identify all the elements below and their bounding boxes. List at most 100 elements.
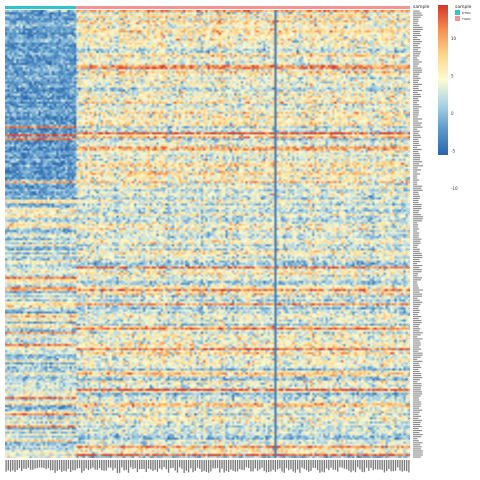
row-label [413, 32, 420, 35]
row-label [413, 79, 420, 81]
column-label [252, 460, 254, 472]
column-label [185, 460, 188, 471]
column-label [305, 460, 308, 471]
column-label [5, 460, 7, 472]
row-label [413, 138, 419, 140]
column-label [230, 460, 232, 470]
column-label [361, 460, 363, 472]
row-label [413, 98, 419, 100]
column-label [163, 460, 165, 468]
row-label [413, 232, 420, 234]
column-label [377, 460, 379, 470]
column-label [194, 460, 196, 471]
row-label [413, 318, 419, 320]
column-label [232, 460, 234, 471]
column-label [114, 460, 116, 469]
row-label [413, 456, 421, 458]
column-label [90, 460, 92, 469]
row-label [413, 181, 418, 183]
row-label [413, 222, 418, 224]
row-label [413, 228, 419, 230]
row-label [413, 397, 419, 399]
column-label [167, 460, 170, 473]
row-label [413, 146, 418, 149]
row-label [413, 295, 423, 297]
column-label [354, 460, 357, 473]
row-label [413, 104, 420, 106]
column-label [41, 460, 43, 468]
column-label [32, 460, 34, 470]
row-label [413, 438, 418, 440]
column-label [292, 460, 294, 472]
column-label [303, 460, 305, 469]
column-label [196, 460, 199, 468]
column-label [216, 460, 219, 468]
column-label [107, 460, 110, 468]
row-label [413, 381, 418, 383]
column-label [254, 460, 257, 469]
column-label [65, 460, 67, 472]
row-label [413, 134, 421, 136]
column-label [118, 460, 121, 473]
row-label [413, 240, 421, 242]
row-label [413, 206, 422, 208]
column-label [321, 460, 323, 472]
sample-annotation-bar [5, 6, 410, 9]
row-label [413, 187, 422, 189]
row-label [413, 265, 423, 267]
column-label [259, 460, 261, 470]
column-label [72, 460, 74, 471]
row-label [413, 197, 420, 199]
row-label [413, 110, 420, 112]
column-label [290, 460, 292, 470]
row-label [413, 340, 420, 342]
row-label [413, 279, 422, 281]
column-label [263, 460, 265, 471]
row-label [413, 242, 421, 244]
column-label [127, 460, 130, 473]
column-label [58, 460, 61, 470]
column-label [83, 460, 85, 471]
column-label [47, 460, 50, 469]
column-label [78, 460, 81, 469]
color-scale-tick: 10 [451, 36, 457, 41]
row-label [413, 285, 419, 287]
row-label [413, 120, 419, 122]
row-label [413, 132, 419, 134]
row-label [413, 395, 421, 397]
row-label [413, 193, 419, 195]
column-label [236, 460, 239, 472]
column-label [63, 460, 65, 471]
row-label [413, 263, 418, 265]
row-label [413, 199, 419, 202]
column-label [221, 460, 223, 469]
column-label [174, 460, 176, 471]
column-label [49, 460, 52, 471]
row-label [413, 122, 422, 124]
column-label [25, 460, 27, 469]
row-label [413, 81, 418, 83]
row-label [413, 244, 419, 246]
row-label [413, 45, 419, 47]
row-label [413, 281, 418, 283]
column-label [181, 460, 183, 469]
column-label [357, 460, 359, 468]
row-label [413, 283, 418, 285]
row-label [413, 163, 420, 165]
column-label [397, 460, 399, 468]
annotation-segment-tgrn [76, 6, 410, 9]
column-label [383, 460, 386, 473]
row-label [413, 269, 422, 271]
column-label [203, 460, 205, 471]
row-label [413, 419, 422, 421]
row-label [413, 124, 421, 126]
row-label [413, 77, 421, 79]
row-label [413, 305, 420, 307]
column-label [296, 460, 299, 470]
column-label [314, 460, 317, 469]
row-label [413, 436, 422, 438]
row-label [413, 417, 419, 419]
column-label [147, 460, 150, 469]
row-label [413, 195, 420, 197]
